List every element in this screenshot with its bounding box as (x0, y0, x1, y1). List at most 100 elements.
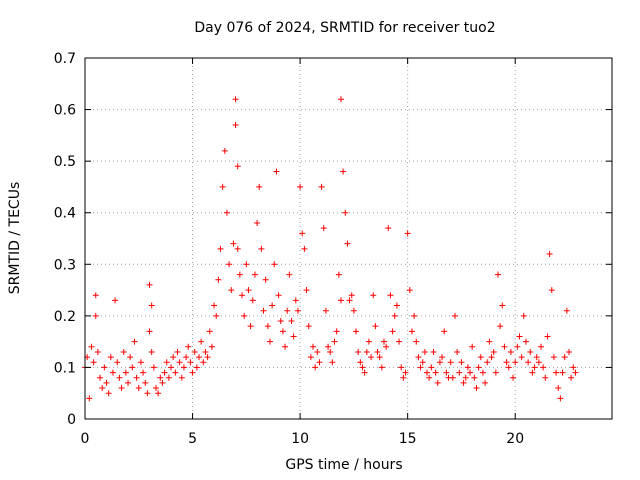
data-point (436, 359, 443, 366)
data-point (226, 261, 233, 268)
data-point (359, 364, 366, 371)
data-point (348, 292, 355, 299)
data-point (157, 374, 164, 381)
data-point (411, 312, 418, 319)
data-point (148, 302, 155, 309)
data-point (241, 312, 248, 319)
data-point (424, 369, 431, 376)
data-point (159, 379, 166, 386)
data-point (310, 343, 317, 350)
data-point (165, 374, 172, 381)
data-point (200, 359, 207, 366)
data-point (198, 338, 205, 345)
data-point (146, 328, 153, 335)
data-point (264, 323, 271, 330)
data-point (494, 271, 501, 278)
data-point (555, 385, 562, 392)
data-point (180, 364, 187, 371)
data-point (178, 374, 185, 381)
data-point (350, 307, 357, 314)
data-point (370, 292, 377, 299)
data-point (477, 354, 484, 361)
data-point (271, 261, 278, 268)
axis-ticks: 0 0.1 0.2 0.3 0.4 0.5 0.6 0.7 0 5 10 15 20 (54, 51, 612, 447)
data-point (335, 271, 342, 278)
data-point (189, 369, 196, 376)
data-point (344, 240, 351, 247)
data-point (245, 287, 252, 294)
x-tick-label: 15 (399, 431, 417, 447)
grid-lines (85, 58, 612, 419)
data-point (525, 359, 532, 366)
data-point (105, 390, 112, 397)
data-point (479, 369, 486, 376)
data-point (417, 364, 424, 371)
data-point (563, 307, 570, 314)
data-point (288, 318, 295, 325)
data-point (174, 348, 181, 355)
data-point (550, 354, 557, 361)
data-point (206, 328, 213, 335)
data-point (327, 348, 334, 355)
data-point (396, 338, 403, 345)
data-point (503, 359, 510, 366)
data-point (363, 348, 370, 355)
data-point (329, 359, 336, 366)
data-point (400, 374, 407, 381)
data-point (254, 220, 261, 227)
data-point (303, 287, 310, 294)
data-point (510, 374, 517, 381)
data-point (365, 338, 372, 345)
data-point (561, 354, 568, 361)
data-point (533, 354, 540, 361)
data-point (266, 338, 273, 345)
data-point (299, 230, 306, 237)
data-point (408, 328, 415, 335)
data-point (454, 348, 461, 355)
data-point (449, 374, 456, 381)
data-point (99, 385, 106, 392)
data-point (215, 276, 222, 283)
data-point (135, 385, 142, 392)
data-point (187, 359, 194, 366)
y-tick-label: 0.6 (54, 103, 76, 119)
data-point (155, 390, 162, 397)
data-point (103, 379, 110, 386)
data-point (434, 379, 441, 386)
data-point (473, 385, 480, 392)
data-point (447, 359, 454, 366)
data-point (290, 333, 297, 340)
data-point (277, 318, 284, 325)
data-point (114, 359, 121, 366)
data-point (572, 369, 579, 376)
plot-frame (84, 57, 613, 420)
data-point (150, 364, 157, 371)
data-point (316, 359, 323, 366)
data-point (163, 359, 170, 366)
y-tick-label: 0.4 (54, 206, 76, 222)
x-tick-label: 5 (188, 431, 197, 447)
data-point (342, 209, 349, 216)
y-tick-label: 0 (67, 412, 76, 428)
data-point (94, 348, 101, 355)
data-point (185, 343, 192, 350)
data-point (484, 359, 491, 366)
data-point (322, 307, 329, 314)
data-point (486, 338, 493, 345)
data-point (464, 364, 471, 371)
data-point (492, 369, 499, 376)
data-point (307, 354, 314, 361)
data-point (193, 364, 200, 371)
data-point (86, 395, 93, 402)
data-point (385, 225, 392, 232)
data-point (387, 292, 394, 299)
data-point (432, 369, 439, 376)
data-point (542, 374, 549, 381)
data-point (357, 359, 364, 366)
data-point (273, 168, 280, 175)
data-point (460, 379, 467, 386)
data-point (305, 323, 312, 330)
data-point (249, 297, 256, 304)
data-point (202, 348, 209, 355)
chart-title: Day 076 of 2024, SRMTID for receiver tuo… (194, 20, 495, 36)
